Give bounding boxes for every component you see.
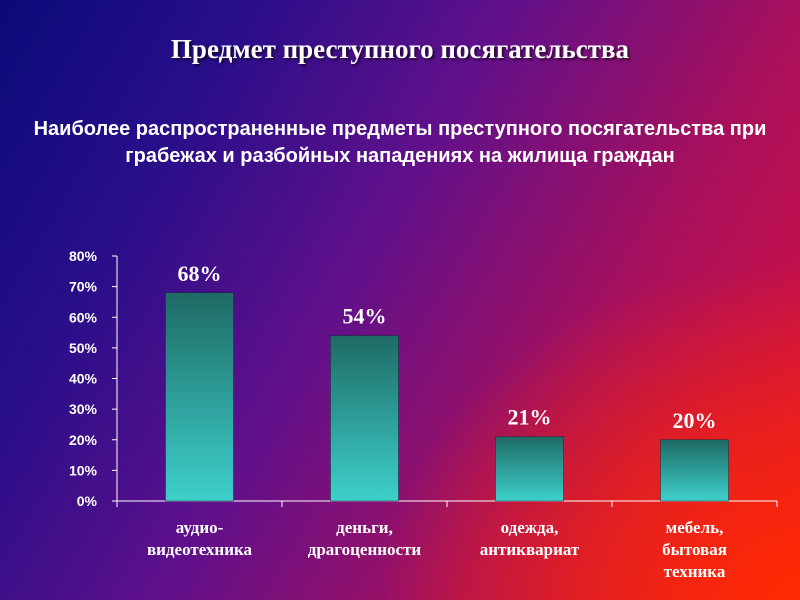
bar — [495, 436, 564, 502]
chart-axes: 0% 10% 20% 30% 40% 50% 60% 70% 80% — [69, 248, 778, 509]
x-tick-label: одежда, — [501, 518, 559, 537]
data-label: 21% — [508, 405, 552, 430]
bar — [330, 335, 399, 502]
y-tick-label: 50% — [69, 340, 98, 356]
x-tick-label: мебель, — [666, 518, 724, 537]
slide-title: Предмет преступного посягательства — [170, 34, 630, 64]
chart-bars — [165, 292, 729, 502]
x-tick-label: деньги, — [336, 518, 393, 537]
bar — [660, 439, 729, 502]
x-tick-label: бытовая — [662, 540, 727, 559]
x-tick-label: видеотехника — [147, 540, 253, 559]
y-tick-label: 70% — [69, 279, 98, 295]
x-tick-label: аудио- — [176, 518, 224, 537]
data-label: 68% — [178, 261, 222, 286]
data-label: 54% — [343, 304, 387, 329]
data-label: 20% — [673, 408, 717, 433]
x-tick-label: техника — [664, 562, 726, 581]
bar — [165, 292, 234, 502]
y-tick-label: 40% — [69, 371, 98, 387]
y-tick-label: 20% — [69, 432, 98, 448]
chart-labels: 68% аудио-видеотехника 54% деньги, драгоценн… — [147, 261, 727, 581]
y-tick-label: 30% — [69, 401, 98, 417]
x-tick-label: антиквариат — [480, 540, 580, 559]
x-tick-label: драгоценности — [308, 540, 422, 559]
y-tick-label: 0% — [77, 493, 98, 509]
chart-title: Наиболее распространенные предметы прест… — [33, 118, 767, 167]
y-tick-label: 60% — [69, 309, 98, 325]
y-tick-label: 80% — [69, 248, 98, 264]
y-tick-label: 10% — [69, 462, 98, 478]
